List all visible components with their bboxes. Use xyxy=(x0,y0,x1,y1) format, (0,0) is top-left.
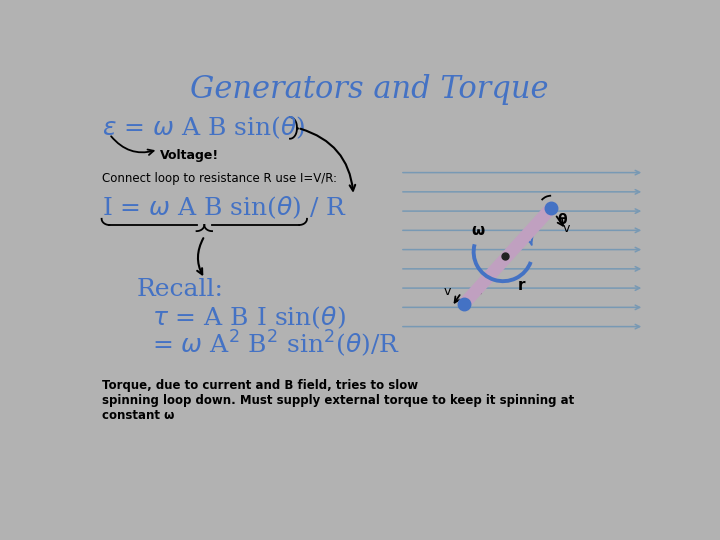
Text: θ: θ xyxy=(557,213,567,227)
Text: $\tau$ = A B I sin($\theta$): $\tau$ = A B I sin($\theta$) xyxy=(152,304,346,330)
Text: Voltage!: Voltage! xyxy=(160,149,219,162)
Text: v: v xyxy=(563,221,570,234)
Text: v: v xyxy=(444,285,451,298)
Text: r: r xyxy=(518,278,526,293)
Text: $\varepsilon$ = $\omega$ A B sin($\theta$): $\varepsilon$ = $\omega$ A B sin($\theta… xyxy=(102,114,305,141)
Text: Connect loop to resistance R use I=V/R:: Connect loop to resistance R use I=V/R: xyxy=(102,172,337,185)
Text: Torque, due to current and B field, tries to slow
spinning loop down. Must suppl: Torque, due to current and B field, trie… xyxy=(102,379,574,422)
Text: I = $\omega$ A B sin($\theta$) / R: I = $\omega$ A B sin($\theta$) / R xyxy=(102,194,347,220)
Text: Generators and Torque: Generators and Torque xyxy=(190,74,548,105)
Text: = $\omega$ A$^2$ B$^2$ sin$^2$($\theta$)/R: = $\omega$ A$^2$ B$^2$ sin$^2$($\theta$)… xyxy=(152,328,400,359)
Text: ω: ω xyxy=(472,223,485,238)
Text: Recall:: Recall: xyxy=(137,278,223,301)
